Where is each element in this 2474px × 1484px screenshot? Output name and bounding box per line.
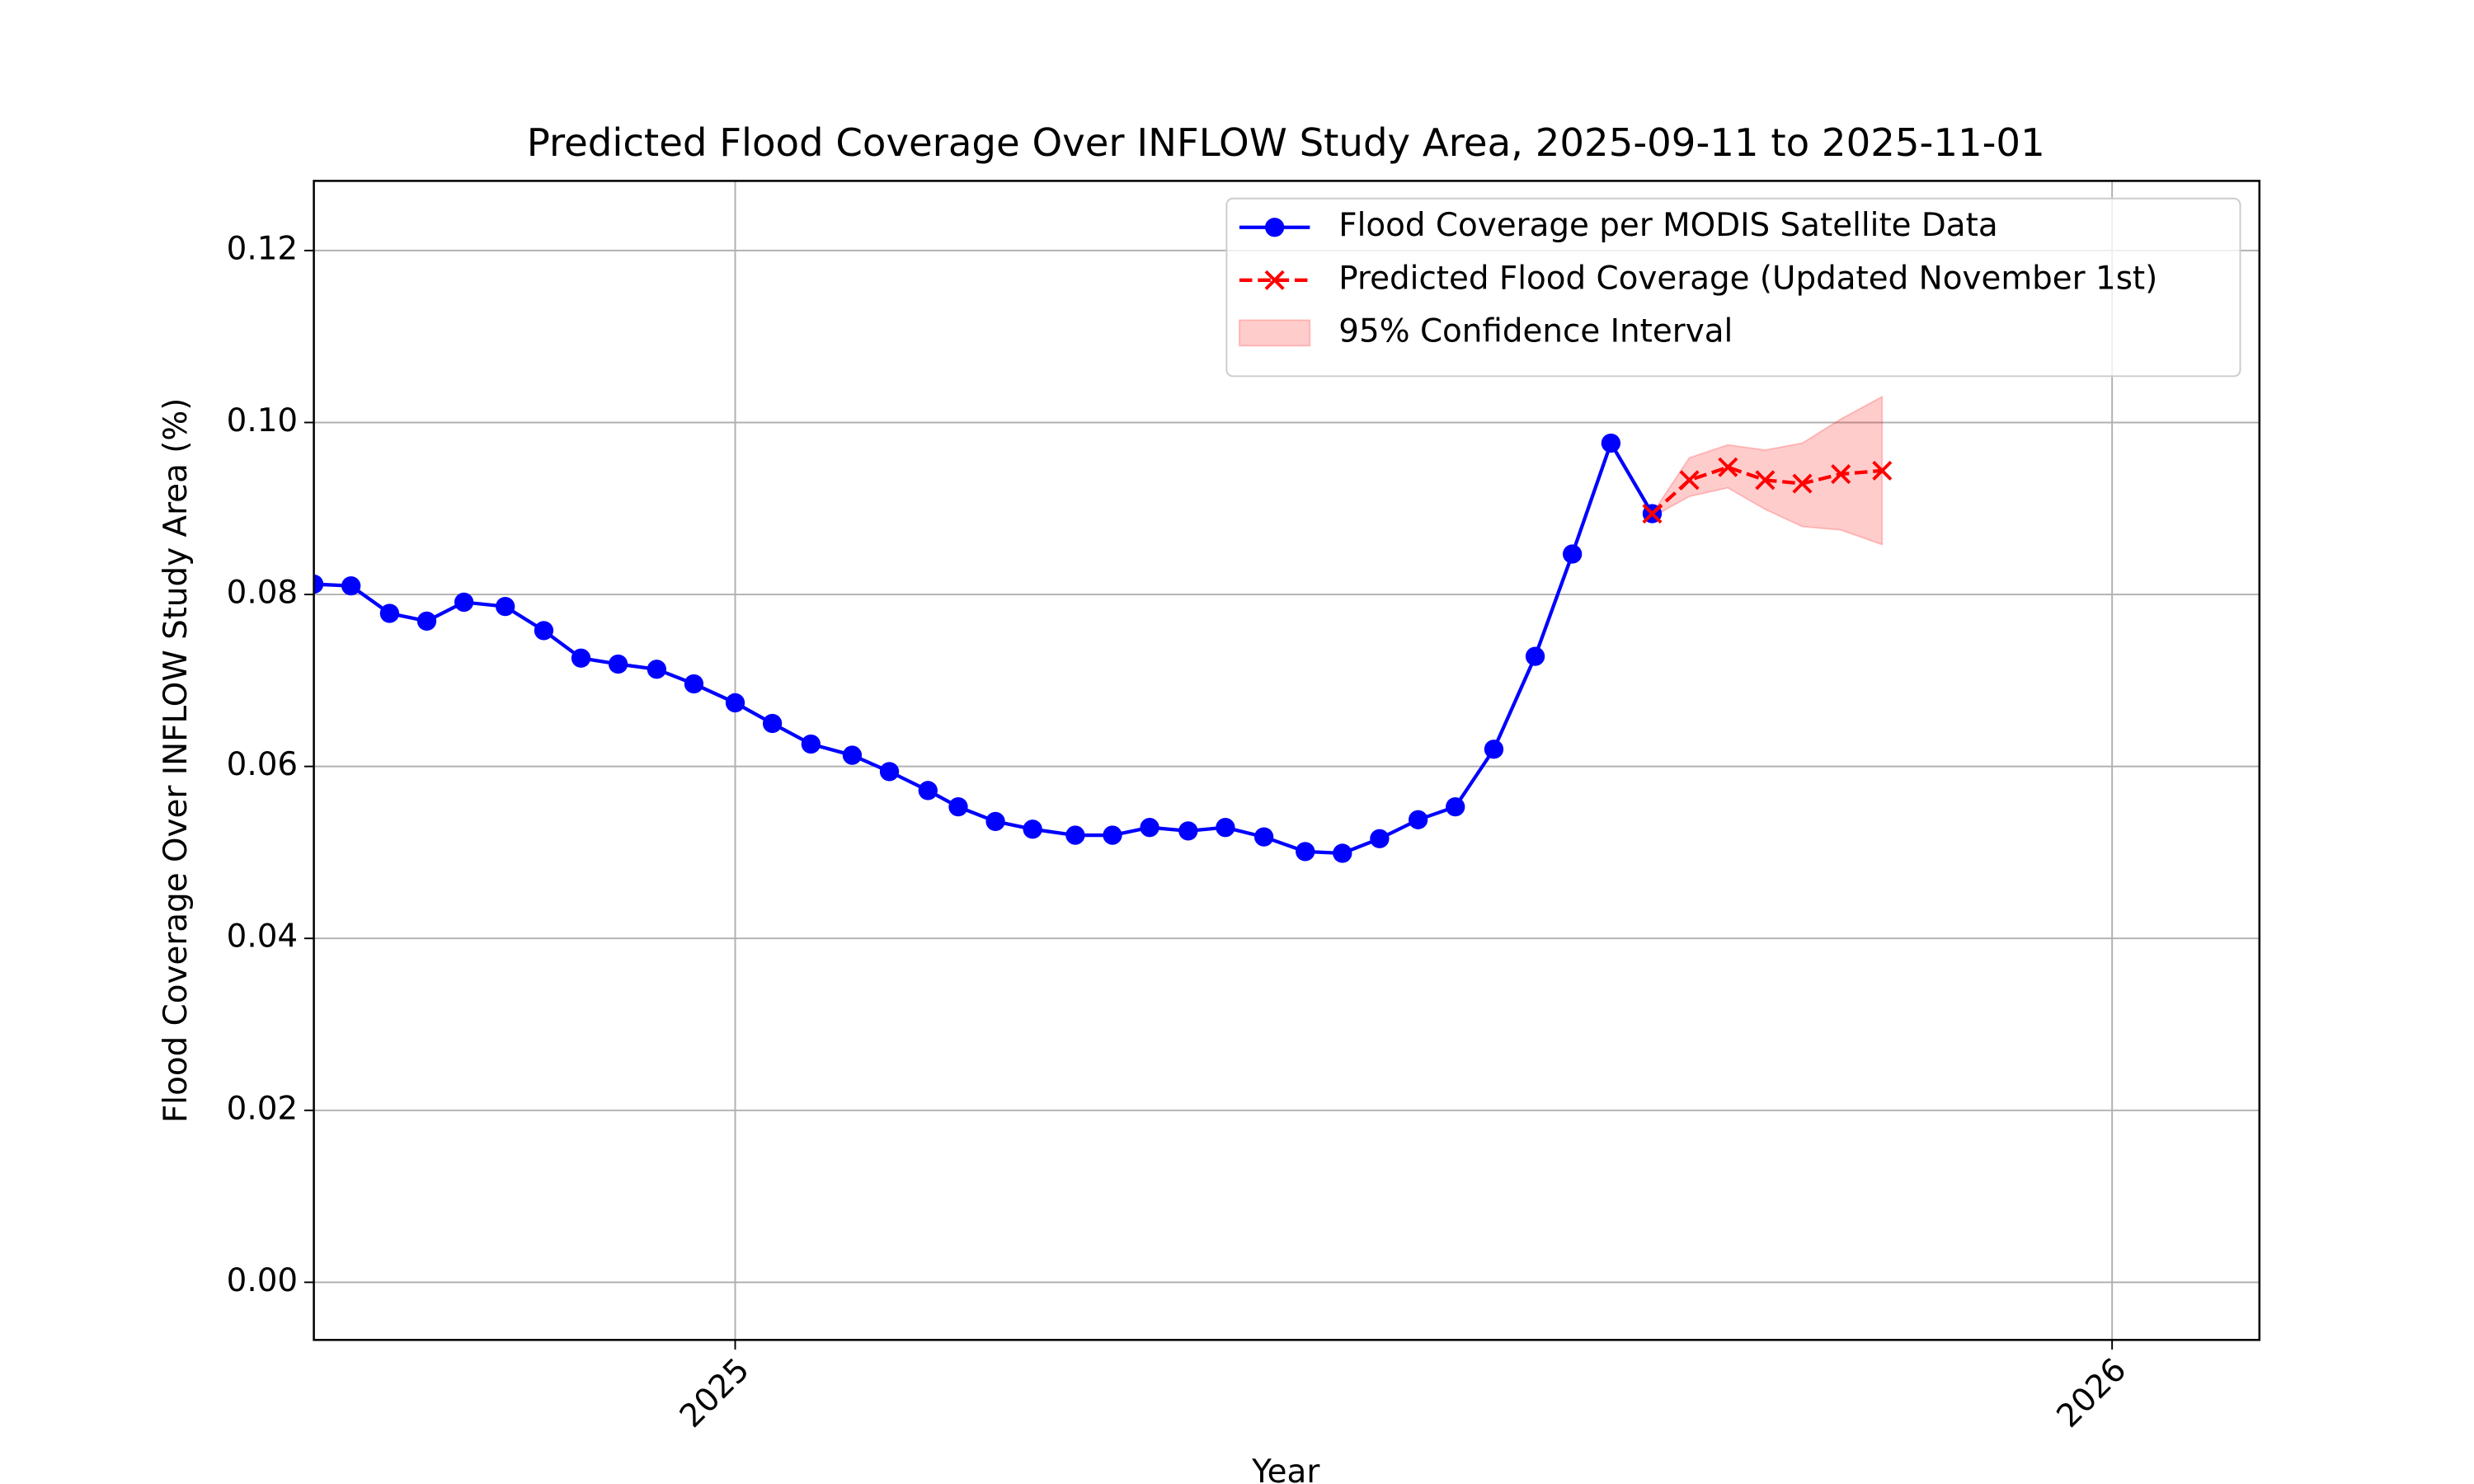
data-point <box>416 611 437 632</box>
data-point <box>918 781 938 801</box>
chart-title: Predicted Flood Coverage Over INFLOW Stu… <box>527 120 2045 165</box>
data-point <box>647 660 666 679</box>
data-point <box>1140 818 1159 838</box>
legend-marker <box>1264 218 1285 237</box>
legend-label: Flood Coverage per MODIS Satellite Data <box>1338 207 1997 244</box>
data-point <box>1872 460 1893 481</box>
x-axis-label: Year <box>1251 1453 1319 1484</box>
data-point <box>379 603 400 623</box>
data-point <box>948 796 968 817</box>
data-point <box>1755 470 1776 491</box>
legend-label: Predicted Flood Coverage (Updated Novemb… <box>1338 260 2157 297</box>
data-point <box>313 574 324 594</box>
data-point <box>454 592 474 613</box>
data-point <box>725 693 745 713</box>
legend-label: 95% Confidence Interval <box>1338 312 1733 350</box>
data-point <box>1718 457 1738 477</box>
data-point <box>1792 473 1813 494</box>
data-point <box>1446 796 1465 817</box>
y-tick-label: 0.08 <box>227 575 298 612</box>
data-point <box>1178 821 1198 841</box>
data-point <box>1023 819 1042 839</box>
data-point <box>1484 740 1504 759</box>
plot-area <box>313 395 1893 863</box>
legend-marker <box>1264 270 1285 290</box>
data-point <box>879 762 900 782</box>
data-point <box>1831 463 1851 485</box>
data-point <box>1253 827 1274 847</box>
data-point <box>534 621 554 641</box>
legend: Flood Coverage per MODIS Satellite Data P… <box>1225 197 2241 378</box>
axes-frame <box>313 180 2261 1341</box>
y-tick-label: 0.00 <box>227 1262 298 1299</box>
data-point <box>1216 818 1235 838</box>
y-tick-label: 0.02 <box>227 1090 298 1127</box>
y-tick-label: 0.06 <box>227 746 298 783</box>
data-point <box>1408 810 1428 829</box>
data-point <box>1525 646 1545 666</box>
data-point <box>985 811 1005 832</box>
legend-box <box>1225 197 2241 378</box>
data-point <box>1296 842 1315 862</box>
data-point <box>1370 829 1390 848</box>
data-point <box>1103 825 1122 845</box>
data-point <box>1601 433 1621 453</box>
data-point <box>801 734 821 754</box>
legend-swatch <box>1238 319 1311 347</box>
data-point <box>842 745 863 765</box>
data-point <box>684 674 704 694</box>
data-point <box>496 597 515 617</box>
data-point <box>1642 503 1663 524</box>
confidence-band <box>1651 395 1884 546</box>
data-point <box>1333 843 1352 863</box>
data-point <box>608 654 628 674</box>
y-axis-label: Flood Coverage Over INFLOW Study Area (%… <box>158 398 195 1123</box>
data-point <box>762 713 783 734</box>
data-point <box>1562 544 1583 564</box>
data-point <box>571 648 591 668</box>
data-point <box>341 575 361 596</box>
y-tick-label: 0.10 <box>227 402 298 439</box>
data-point <box>1065 825 1085 845</box>
y-tick-label: 0.12 <box>227 230 298 267</box>
y-tick-label: 0.04 <box>227 918 298 956</box>
data-point <box>1679 470 1700 491</box>
